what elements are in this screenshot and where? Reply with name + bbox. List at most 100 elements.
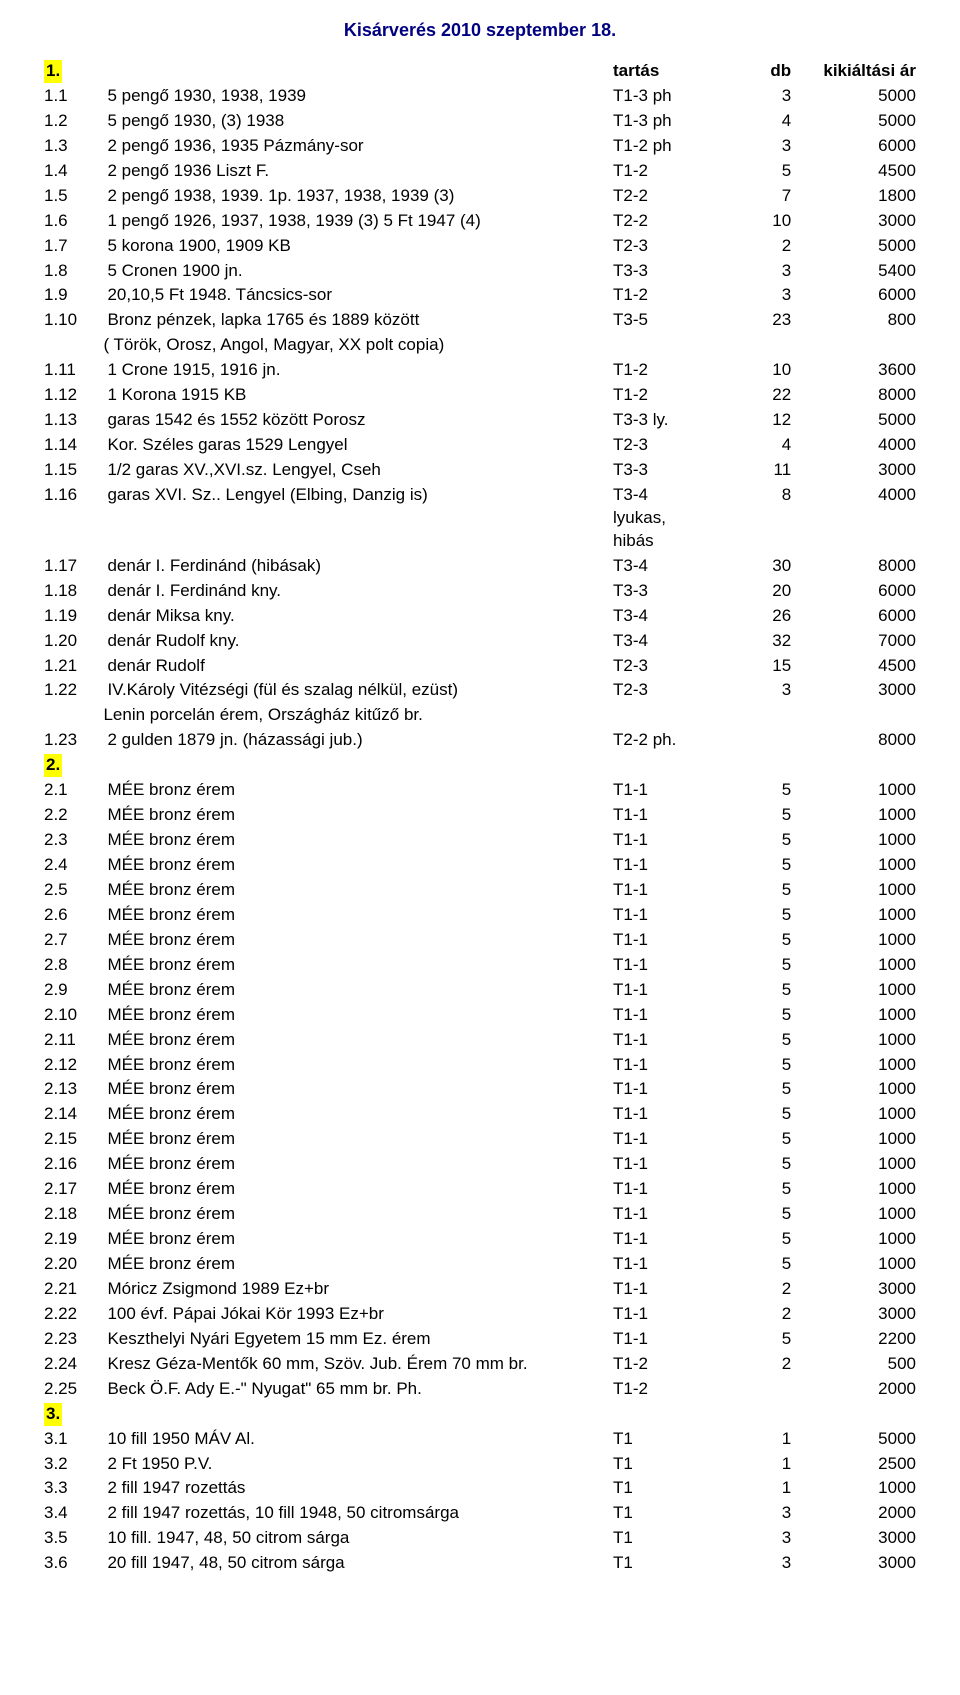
row-db: 5: [734, 1202, 795, 1227]
row-price: 1800: [795, 184, 920, 209]
row-price: 1000: [795, 953, 920, 978]
table-row: 2.1MÉE bronz éremT1-151000: [40, 778, 920, 803]
row-price: 4500: [795, 654, 920, 679]
s: [795, 703, 920, 728]
row-tartas: T1-1: [609, 1152, 734, 1177]
row-db: 4: [734, 109, 795, 134]
row-desc: Kor. Széles garas 1529 Lengyel: [103, 433, 609, 458]
row-price: 1000: [795, 1053, 920, 1078]
row-price: 1000: [795, 1227, 920, 1252]
row-price: 5000: [795, 84, 920, 109]
row-tartas: T2-2: [609, 184, 734, 209]
row-num: 1.12: [40, 383, 103, 408]
header-db: db: [734, 59, 795, 84]
row-num: 1.22: [40, 678, 103, 703]
section-desc: [103, 1402, 609, 1427]
row-desc: denár I. Ferdinánd (hibásak): [103, 554, 609, 579]
table-row: 2.3MÉE bronz éremT1-151000: [40, 828, 920, 853]
row-db: 1: [734, 1476, 795, 1501]
row-desc: MÉE bronz érem: [103, 1053, 609, 1078]
row-price: 1000: [795, 878, 920, 903]
row-desc: MÉE bronz érem: [103, 853, 609, 878]
table-row: 2.8MÉE bronz éremT1-151000: [40, 953, 920, 978]
row-desc: Keszthelyi Nyári Egyetem 15 mm Ez. érem: [103, 1327, 609, 1352]
table-row: 1.22IV.Károly Vitézségi (fül és szalag n…: [40, 678, 920, 703]
row-num: 3.5: [40, 1526, 103, 1551]
row-price: 1000: [795, 1476, 920, 1501]
row-db: 30: [734, 554, 795, 579]
sub-num: [40, 703, 103, 728]
row-price: 4000: [795, 483, 920, 554]
table-row: 2.22100 évf. Pápai Jókai Kör 1993 Ez+brT…: [40, 1302, 920, 1327]
row-num: 2.4: [40, 853, 103, 878]
row-tartas: T1-1: [609, 1127, 734, 1152]
row-desc: 100 évf. Pápai Jókai Kör 1993 Ez+br: [103, 1302, 609, 1327]
row-price: 1000: [795, 928, 920, 953]
row-price: 5000: [795, 109, 920, 134]
table-row: 1.15 pengő 1930, 1938, 1939T1-3 ph35000: [40, 84, 920, 109]
table-row: 1.61 pengő 1926, 1937, 1938, 1939 (3) 5 …: [40, 209, 920, 234]
row-tartas: T1-1: [609, 1327, 734, 1352]
row-desc: 2 pengő 1936, 1935 Pázmány-sor: [103, 134, 609, 159]
row-num: 1.17: [40, 554, 103, 579]
row-desc: MÉE bronz érem: [103, 1152, 609, 1177]
auction-table: 1.tartásdbkikiáltási ár1.15 pengő 1930, …: [40, 59, 920, 1576]
row-price: 800: [795, 308, 920, 333]
row-db: 3: [734, 1526, 795, 1551]
row-tartas: T1: [609, 1526, 734, 1551]
row-desc: garas 1542 és 1552 között Porosz: [103, 408, 609, 433]
row-db: [734, 728, 795, 753]
row-db: 5: [734, 1177, 795, 1202]
header-price: kikiáltási ár: [795, 59, 920, 84]
s: [734, 703, 795, 728]
row-db: 7: [734, 184, 795, 209]
row-desc: MÉE bronz érem: [103, 903, 609, 928]
row-db: 3: [734, 1551, 795, 1576]
row-num: 2.18: [40, 1202, 103, 1227]
row-num: 1.8: [40, 259, 103, 284]
row-desc: denár Rudolf kny.: [103, 629, 609, 654]
row-num: 3.2: [40, 1452, 103, 1477]
row-desc: 1/2 garas XV.,XVI.sz. Lengyel, Cseh: [103, 458, 609, 483]
row-price: 3000: [795, 1302, 920, 1327]
section-header-row: 3.: [40, 1402, 920, 1427]
table-row: 2.19MÉE bronz éremT1-151000: [40, 1227, 920, 1252]
row-db: 4: [734, 433, 795, 458]
table-row: 1.18denár I. Ferdinánd kny.T3-3206000: [40, 579, 920, 604]
row-desc: MÉE bronz érem: [103, 1252, 609, 1277]
row-num: 1.9: [40, 283, 103, 308]
table-row: 2.15MÉE bronz éremT1-151000: [40, 1127, 920, 1152]
row-desc: 2 pengő 1936 Liszt F.: [103, 159, 609, 184]
table-row: 1.232 gulden 1879 jn. (házassági jub.)T2…: [40, 728, 920, 753]
row-num: 2.25: [40, 1377, 103, 1402]
s: [795, 333, 920, 358]
row-num: 2.14: [40, 1102, 103, 1127]
row-num: 2.6: [40, 903, 103, 928]
row-tartas: T1-1: [609, 1252, 734, 1277]
row-tartas: T1-2: [609, 358, 734, 383]
table-row: 2.23Keszthelyi Nyári Egyetem 15 mm Ez. é…: [40, 1327, 920, 1352]
row-tartas: T1-3 ph: [609, 109, 734, 134]
row-db: 5: [734, 1252, 795, 1277]
row-desc: MÉE bronz érem: [103, 1028, 609, 1053]
row-db: 2: [734, 1277, 795, 1302]
row-tartas: T1: [609, 1452, 734, 1477]
row-tartas: T3-4: [609, 554, 734, 579]
row-tartas: T1-1: [609, 1028, 734, 1053]
row-desc: MÉE bronz érem: [103, 828, 609, 853]
section-number: 1.: [40, 59, 103, 84]
row-tartas: T1-1: [609, 853, 734, 878]
table-row: 1.32 pengő 1936, 1935 Pázmány-sorT1-2 ph…: [40, 134, 920, 159]
h: [609, 753, 734, 778]
table-row: 2.12MÉE bronz éremT1-151000: [40, 1053, 920, 1078]
row-price: 1000: [795, 1252, 920, 1277]
row-desc: 5 pengő 1930, 1938, 1939: [103, 84, 609, 109]
row-tartas: T1-1: [609, 828, 734, 853]
row-num: 1.19: [40, 604, 103, 629]
row-price: 5000: [795, 234, 920, 259]
row-db: 3: [734, 1501, 795, 1526]
row-num: 1.3: [40, 134, 103, 159]
table-row: 1.75 korona 1900, 1909 KBT2-325000: [40, 234, 920, 259]
table-row: 1.10Bronz pénzek, lapka 1765 és 1889 köz…: [40, 308, 920, 333]
row-num: 2.3: [40, 828, 103, 853]
